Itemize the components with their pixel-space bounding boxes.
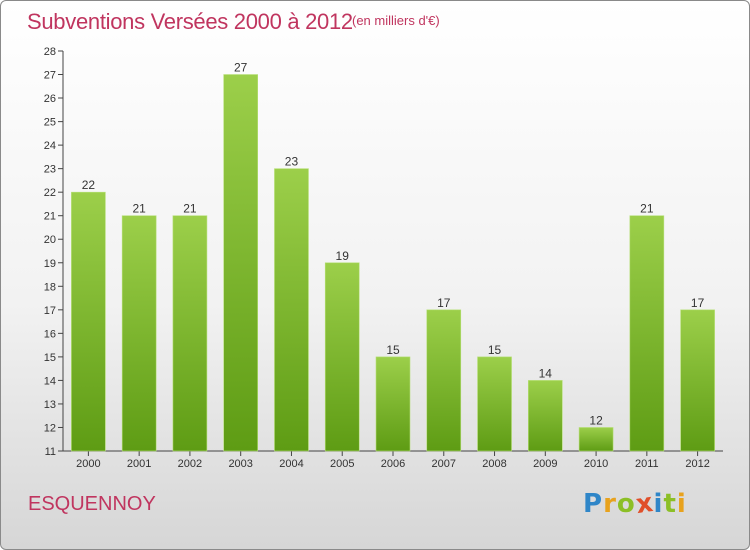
y-tick-label: 21 — [44, 211, 56, 223]
y-tick-label: 25 — [44, 117, 56, 129]
bar — [578, 427, 614, 452]
bar — [121, 215, 157, 452]
y-tick-label: 22 — [44, 187, 56, 199]
x-tick-label: 2008 — [482, 458, 506, 470]
y-tick-label: 18 — [44, 281, 56, 293]
y-tick-label: 23 — [44, 164, 56, 176]
logo-letter: t — [663, 489, 677, 519]
bar — [375, 356, 411, 452]
bar — [426, 309, 462, 452]
logo-letter: x — [633, 487, 656, 521]
proxiti-logo[interactable]: Proxiti — [583, 487, 687, 521]
logo-letter: r — [603, 489, 617, 519]
bar — [71, 191, 106, 452]
x-tick-label: 2005 — [330, 458, 354, 470]
y-tick-label: 20 — [44, 234, 56, 246]
logo-letter: P — [583, 489, 604, 519]
data-labels: 22 21 21 27 23 19 15 17 15 14 12 21 17 — [82, 61, 705, 428]
data-label: 27 — [234, 61, 248, 75]
data-label: 19 — [336, 249, 350, 263]
y-tick-label: 24 — [44, 140, 56, 152]
data-label: 21 — [132, 202, 146, 216]
data-label: 22 — [82, 178, 96, 192]
x-tick-label: 2009 — [533, 458, 557, 470]
y-tick-label: 26 — [44, 93, 56, 105]
y-tick-label: 13 — [44, 399, 56, 411]
bar — [172, 215, 208, 452]
data-label: 23 — [285, 155, 299, 169]
commune-name: ESQUENNOY — [28, 493, 156, 515]
x-tick-label: 2004 — [279, 458, 303, 470]
x-axis: 2000 2001 2002 2003 2004 2005 2006 2007 2008 2009… — [63, 450, 723, 470]
y-tick-label: 14 — [44, 375, 56, 387]
y-tick-label: 16 — [44, 328, 56, 340]
x-tick-label: 2002 — [178, 458, 202, 470]
y-tick-label: 17 — [44, 305, 56, 317]
bar — [324, 262, 360, 452]
chart-subtitle: (en milliers d'€) — [352, 13, 440, 28]
logo-letter: i — [676, 489, 687, 519]
data-label: 15 — [386, 343, 400, 357]
data-label: 15 — [488, 343, 502, 357]
y-tick-label: 15 — [44, 352, 56, 364]
bar — [223, 74, 258, 452]
bar — [680, 309, 715, 452]
x-tick-label: 2012 — [685, 458, 709, 470]
bars — [71, 74, 715, 452]
chart-title: Subventions Versées 2000 à 2012 — [27, 9, 353, 34]
y-tick-label: 28 — [44, 46, 56, 58]
bar — [629, 215, 665, 452]
x-tick-label: 2006 — [381, 458, 405, 470]
data-label: 12 — [589, 413, 603, 427]
x-tick-label: 2001 — [127, 458, 151, 470]
y-tick-label: 19 — [44, 258, 56, 270]
bar — [274, 168, 309, 452]
y-tick-label: 27 — [44, 70, 56, 82]
bar — [477, 356, 512, 452]
y-axis: 11 12 13 14 15 16 17 18 19 20 21 22 23 24 25 26 27 28 — [44, 46, 64, 458]
data-label: 17 — [691, 296, 705, 310]
bar — [528, 380, 563, 452]
data-label: 14 — [539, 366, 553, 380]
logo-letter: i — [653, 489, 664, 519]
data-label: 17 — [437, 296, 451, 310]
data-label: 21 — [183, 202, 197, 216]
x-tick-label: 2010 — [584, 458, 608, 470]
x-tick-label: 2007 — [432, 458, 456, 470]
data-label: 21 — [640, 202, 654, 216]
x-tick-label: 2011 — [635, 458, 659, 470]
logo-letter: o — [616, 489, 636, 519]
y-tick-label: 12 — [44, 422, 56, 434]
x-tick-label: 2003 — [228, 458, 252, 470]
y-tick-label: 11 — [45, 446, 56, 458]
x-tick-label: 2000 — [76, 458, 100, 470]
